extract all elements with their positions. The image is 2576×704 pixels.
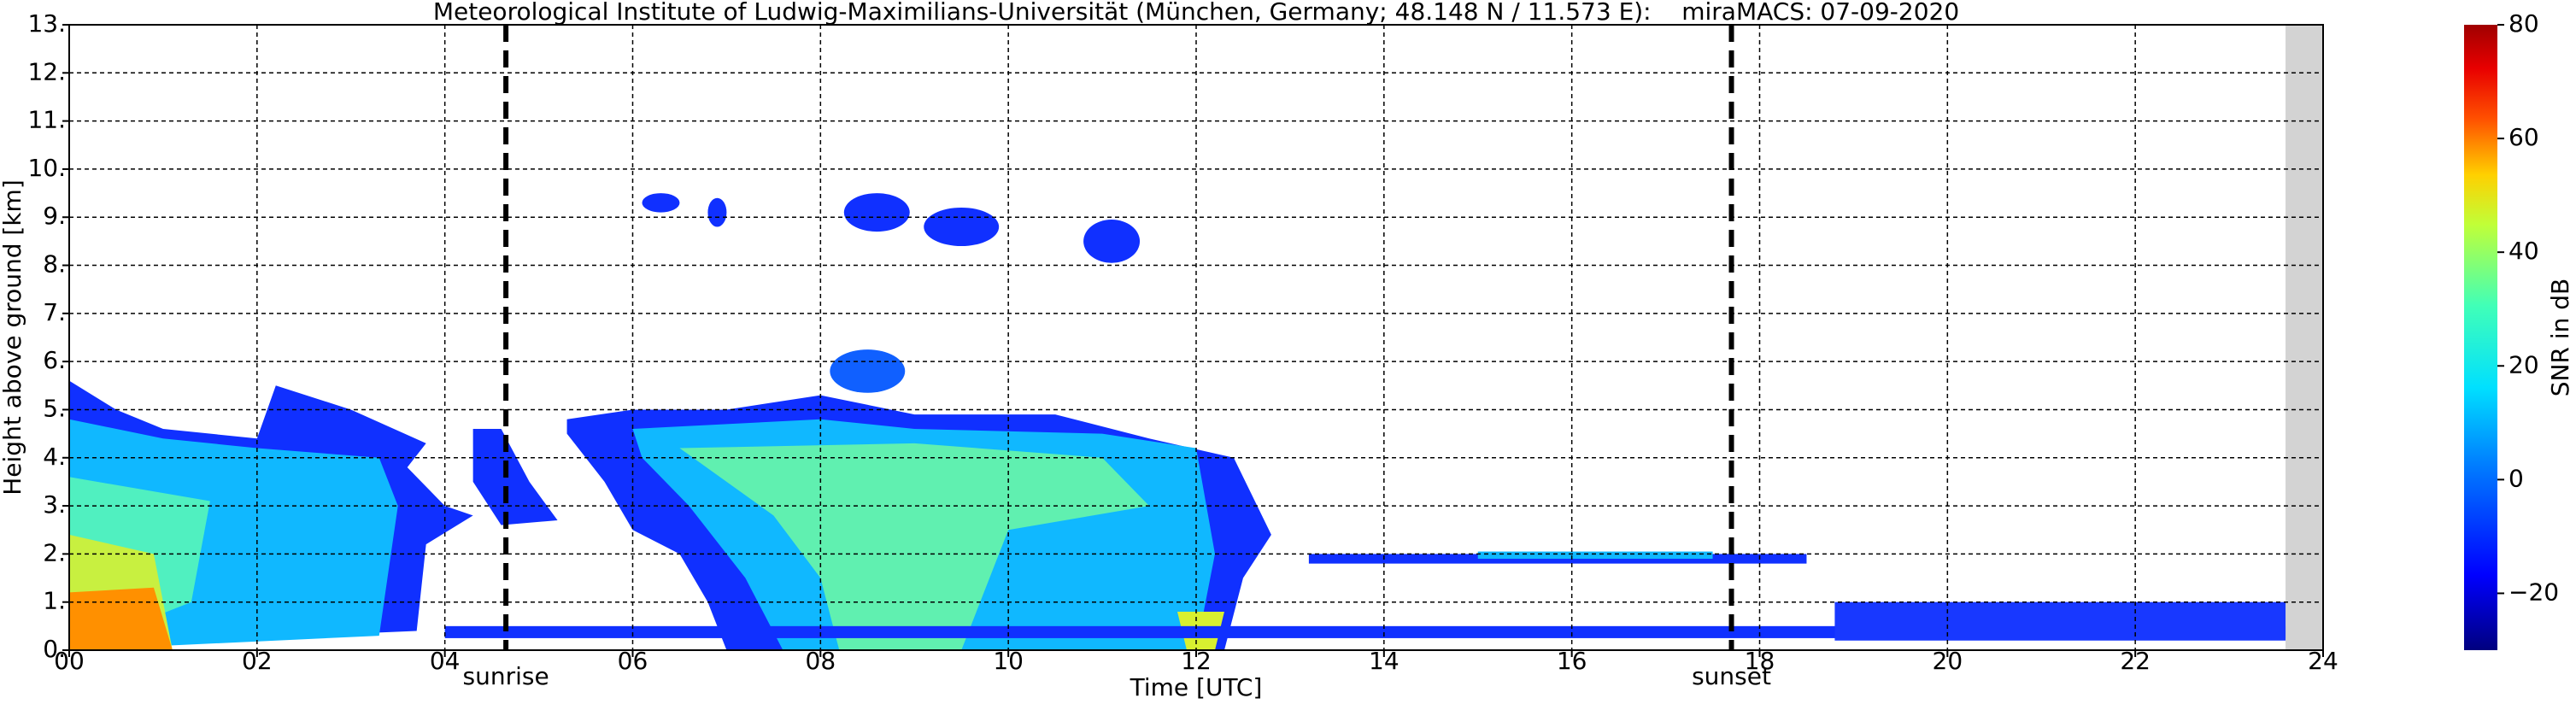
y-tick-label: 12. bbox=[27, 57, 66, 85]
x-tick-label: 14 bbox=[1369, 647, 1399, 675]
y-tick-label: 7. bbox=[43, 298, 66, 326]
colorbar-tick-label: 60 bbox=[2509, 123, 2539, 151]
y-tick-label: 4. bbox=[43, 443, 66, 471]
y-tick-label: 11. bbox=[27, 106, 66, 134]
y-tick-label: 2. bbox=[43, 538, 66, 566]
x-axis-label: Time [UTC] bbox=[1130, 673, 1263, 701]
y-tick-label: 5. bbox=[43, 394, 66, 422]
colorbar-label: SNR in dB bbox=[2546, 279, 2574, 396]
y-tick-label: 9. bbox=[43, 202, 66, 230]
y-tick-label: 6. bbox=[43, 346, 66, 374]
chart-title: Meteorological Institute of Ludwig-Maxim… bbox=[433, 0, 1959, 26]
event-label: sunset bbox=[1692, 662, 1771, 690]
x-tick-label: 12 bbox=[1181, 647, 1212, 675]
x-tick-label: 18 bbox=[1745, 647, 1775, 675]
y-tick-label: 8. bbox=[43, 250, 66, 279]
x-tick-label: 00 bbox=[54, 647, 85, 675]
x-tick-label: 24 bbox=[2308, 647, 2338, 675]
colorbar-tick-label: 20 bbox=[2509, 350, 2539, 378]
y-tick-label: 1. bbox=[43, 587, 66, 615]
x-tick-label: 02 bbox=[242, 647, 273, 675]
event-label: sunrise bbox=[463, 662, 549, 690]
colorbar-tick-label: 80 bbox=[2509, 9, 2539, 38]
colorbar-tick-label: −20 bbox=[2509, 578, 2559, 606]
y-tick-label: 3. bbox=[43, 490, 66, 519]
x-tick-label: 08 bbox=[806, 647, 836, 675]
radar-echoes bbox=[69, 24, 2324, 651]
x-tick-label: 22 bbox=[2120, 647, 2151, 675]
x-tick-label: 16 bbox=[1557, 647, 1587, 675]
x-tick-label: 04 bbox=[430, 647, 461, 675]
x-tick-label: 06 bbox=[618, 647, 648, 675]
y-axis-label: Height above ground [km] bbox=[0, 179, 26, 496]
colorbar-tick-label: 0 bbox=[2509, 464, 2524, 492]
colorbar-tick-label: 40 bbox=[2509, 237, 2539, 265]
y-tick-label: 10. bbox=[27, 154, 66, 182]
colorbar bbox=[2464, 25, 2497, 650]
x-tick-label: 10 bbox=[993, 647, 1024, 675]
x-tick-label: 20 bbox=[1933, 647, 1963, 675]
y-tick-label: 0. bbox=[43, 635, 66, 663]
y-tick-label: 13. bbox=[27, 9, 66, 38]
